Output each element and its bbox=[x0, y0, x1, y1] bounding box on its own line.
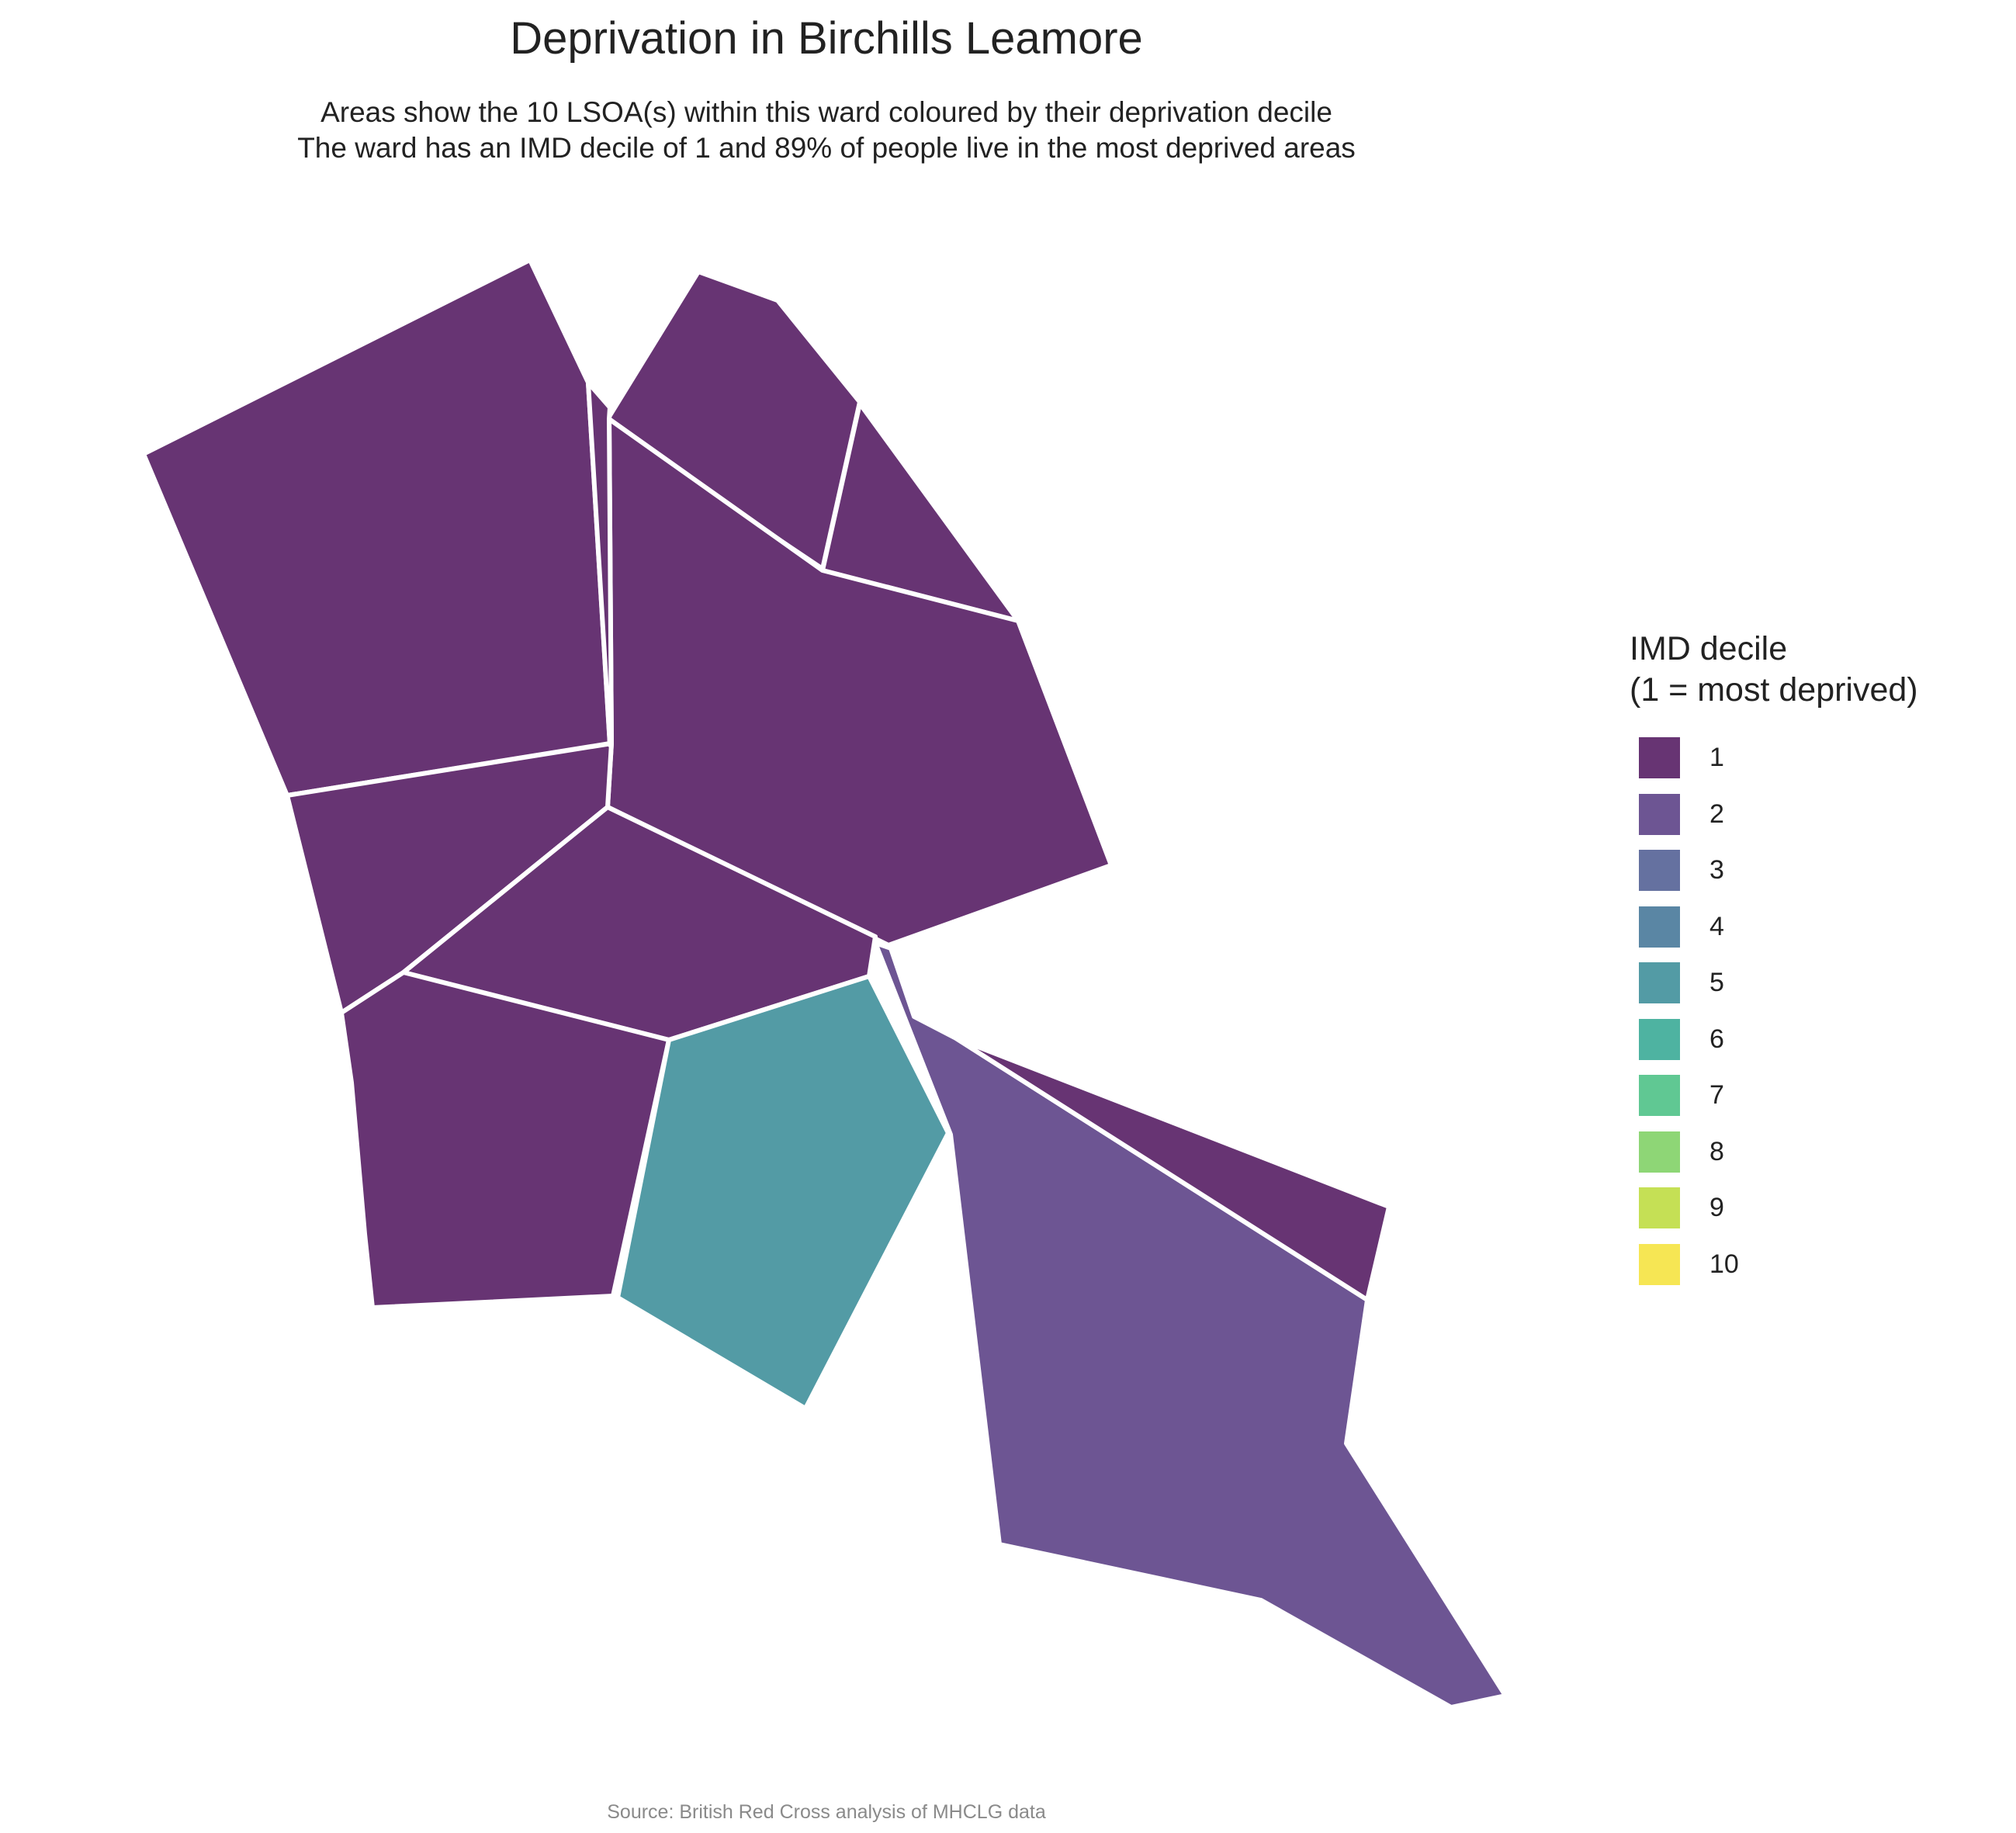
lsoa-area bbox=[586, 380, 614, 747]
lsoa-area bbox=[615, 974, 951, 1411]
legend-item-7: 7 bbox=[1630, 1065, 2002, 1122]
legend-swatch-5 bbox=[1639, 962, 1680, 1003]
legend: IMD decile (1 = most deprived) 1 2 3 4 5 6 7 8 9… bbox=[1630, 629, 2002, 1291]
legend-title-line-2: (1 = most deprived) bbox=[1630, 671, 1918, 709]
legend-swatch-8 bbox=[1639, 1131, 1680, 1173]
legend-swatch-9 bbox=[1639, 1187, 1680, 1228]
legend-swatch-3 bbox=[1639, 850, 1680, 891]
legend-label-3: 3 bbox=[1709, 855, 1724, 885]
legend-items: 1 2 3 4 5 6 7 8 9 10 bbox=[1630, 728, 2002, 1291]
legend-label-4: 4 bbox=[1709, 911, 1724, 941]
legend-item-4: 4 bbox=[1630, 897, 2002, 954]
legend-item-3: 3 bbox=[1630, 840, 2002, 897]
legend-label-8: 8 bbox=[1709, 1136, 1724, 1166]
legend-item-2: 2 bbox=[1630, 785, 2002, 841]
legend-swatch-4 bbox=[1639, 906, 1680, 948]
legend-swatch-7 bbox=[1639, 1075, 1680, 1116]
legend-label-2: 2 bbox=[1709, 799, 1724, 829]
subtitle-line-2: The ward has an IMD decile of 1 and 89% … bbox=[297, 132, 1356, 164]
subtitle-line-1: Areas show the 10 LSOA(s) within this wa… bbox=[320, 96, 1332, 128]
legend-swatch-2 bbox=[1639, 793, 1680, 835]
map-subtitle: Areas show the 10 LSOA(s) within this wa… bbox=[0, 95, 1653, 166]
lsoa-area bbox=[873, 941, 1508, 1710]
legend-label-9: 9 bbox=[1709, 1193, 1724, 1222]
legend-swatch-10 bbox=[1639, 1243, 1680, 1285]
legend-item-1: 1 bbox=[1630, 728, 2002, 785]
source-caption: Source: British Red Cross analysis of MH… bbox=[607, 1801, 1046, 1823]
legend-title-line-1: IMD decile bbox=[1630, 630, 1788, 667]
legend-label-7: 7 bbox=[1709, 1080, 1724, 1110]
legend-title: IMD decile (1 = most deprived) bbox=[1630, 629, 2002, 711]
lsoa-area bbox=[339, 970, 671, 1310]
legend-item-9: 9 bbox=[1630, 1178, 2002, 1235]
legend-label-6: 6 bbox=[1709, 1024, 1724, 1054]
legend-label-1: 1 bbox=[1709, 743, 1724, 772]
legend-swatch-6 bbox=[1639, 1018, 1680, 1060]
legend-item-8: 8 bbox=[1630, 1122, 2002, 1179]
legend-swatch-1 bbox=[1639, 737, 1680, 778]
lsoa-area bbox=[954, 1036, 1391, 1302]
map-title: Deprivation in Birchills Leamore bbox=[510, 13, 1143, 64]
legend-item-6: 6 bbox=[1630, 1010, 2002, 1066]
legend-item-5: 5 bbox=[1630, 953, 2002, 1010]
lsoa-area bbox=[141, 258, 612, 798]
legend-label-5: 5 bbox=[1709, 968, 1724, 997]
legend-label-10: 10 bbox=[1709, 1249, 1739, 1279]
legend-item-10: 10 bbox=[1630, 1235, 2002, 1291]
